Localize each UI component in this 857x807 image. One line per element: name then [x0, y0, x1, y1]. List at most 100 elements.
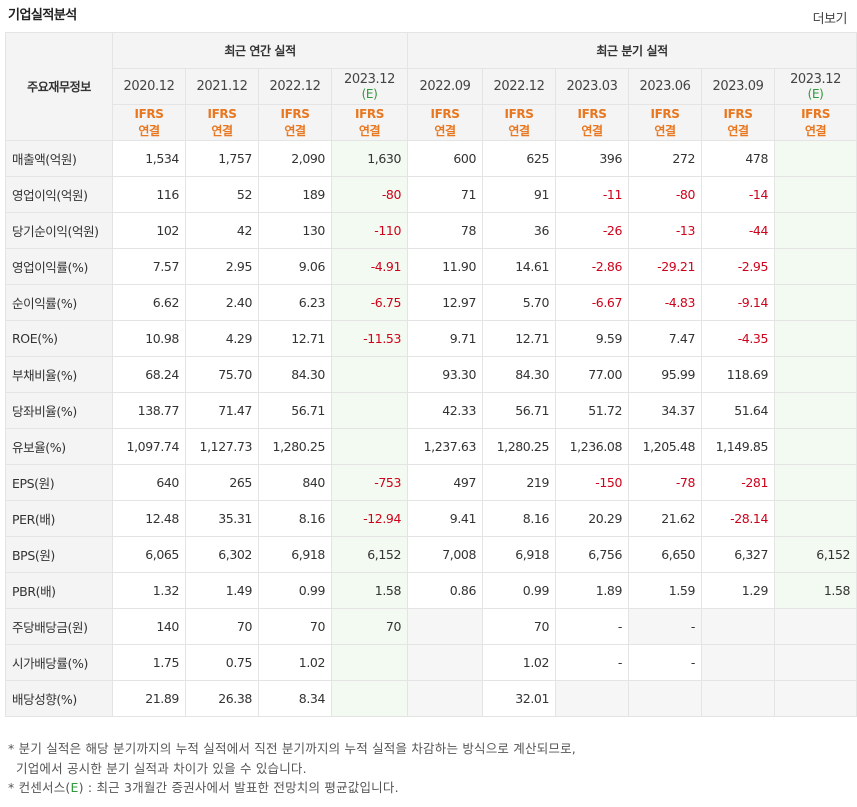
more-link[interactable]: 더보기 — [812, 12, 848, 27]
footnote-1: * 분기 실적은 해당 분기까지의 누적 실적에서 직전 분기까지의 누적 실적… — [8, 741, 576, 756]
table-cell: 1,280.25 — [258, 428, 332, 465]
table-cell: 1,630 — [330, 140, 409, 177]
section-header: 기업실적분석 더보기 — [0, 0, 857, 32]
table-cell — [774, 644, 857, 681]
table-cell: 6,918 — [482, 536, 557, 573]
table-cell: - — [555, 644, 630, 681]
table-cell: 8.16 — [258, 500, 332, 537]
table-cell: -4.35 — [701, 320, 776, 357]
table-cell: 6.62 — [112, 284, 186, 321]
table-cell: 396 — [555, 140, 630, 177]
standard-consolidated: 연결 — [508, 123, 530, 138]
period-label: 2023.06 — [639, 79, 691, 94]
period-header: 2022.12 — [482, 68, 557, 105]
table-cell: 84.30 — [258, 356, 332, 393]
standard-ifrs: IFRS — [577, 106, 607, 121]
footnote-2-mark: E — [70, 780, 79, 795]
table-cell: 1.75 — [112, 644, 186, 681]
table-cell: 56.71 — [482, 392, 557, 429]
row-label: 순이익률(%) — [5, 284, 113, 321]
table-cell — [774, 212, 857, 249]
table-cell — [407, 644, 484, 681]
table-cell: 1.49 — [185, 572, 259, 609]
table-cell: 11.90 — [407, 248, 484, 285]
table-cell — [774, 248, 857, 285]
period-header: 2023.12 (E) — [774, 68, 857, 105]
standard-ifrs: IFRS — [504, 106, 534, 121]
table-cell: 1,236.08 — [555, 428, 630, 465]
standard-consolidated: 연결 — [434, 123, 456, 138]
section-title: 기업실적분석 — [8, 8, 77, 23]
table-cell — [774, 608, 857, 645]
standard-consolidated: 연결 — [727, 123, 749, 138]
standard-ifrs: IFRS — [650, 106, 680, 121]
table-cell — [555, 680, 630, 717]
accounting-standard: IFRS 연결 — [112, 104, 186, 141]
row-label: 영업이익(억원) — [5, 176, 113, 213]
table-cell: 6,302 — [185, 536, 259, 573]
table-row: ROE(%) 10.98 4.29 12.71 -11.53 9.71 12.71 9.59 7… — [5, 320, 857, 357]
table-cell: 20.29 — [555, 500, 630, 537]
table-cell: 0.75 — [185, 644, 259, 681]
table-cell: 2,090 — [258, 140, 332, 177]
row-label: 당기순이익(억원) — [5, 212, 113, 249]
table-cell: -14 — [701, 176, 776, 213]
table-cell: 6,756 — [555, 536, 630, 573]
table-cell: 71 — [407, 176, 484, 213]
accounting-standard: IFRS 연결 — [258, 104, 332, 141]
table-cell: 116 — [112, 176, 186, 213]
table-cell: 265 — [185, 464, 259, 501]
standard-ifrs: IFRS — [355, 106, 384, 121]
table-cell: 12.71 — [258, 320, 332, 357]
table-cell: -28.14 — [701, 500, 776, 537]
period-label: 2022.12 — [269, 79, 321, 94]
financial-table: 주요재무정보 최근 연간 실적 최근 분기 실적 2020.12 2021.12 2… — [5, 32, 857, 717]
table-row: 순이익률(%) 6.62 2.40 6.23 -6.75 12.97 5.70 -6.67 -4… — [5, 284, 857, 321]
table-cell: 70 — [330, 608, 409, 645]
table-cell: 6,327 — [701, 536, 776, 573]
period-header: 2023.12 (E) — [330, 68, 409, 105]
table-cell: 6,065 — [112, 536, 186, 573]
table-cell: -6.75 — [330, 284, 409, 321]
table-cell: -12.94 — [330, 500, 409, 537]
footnote-2-suffix: ) : 최근 3개월간 증권사에서 발표한 전망치의 평균값입니다. — [78, 780, 399, 795]
table-cell — [774, 680, 857, 717]
period-label: 2023.12 — [344, 71, 395, 87]
footnote-2-prefix: * 컨센서스( — [8, 780, 71, 795]
row-label: EPS(원) — [5, 464, 113, 501]
table-cell — [628, 680, 703, 717]
table-cell — [774, 428, 857, 465]
table-row: EPS(원) 640 265 840 -753 497 219 -150 -78 -281 — [5, 464, 857, 501]
row-label: 부채비율(%) — [5, 356, 113, 393]
table-cell: -9.14 — [701, 284, 776, 321]
row-label: BPS(원) — [5, 536, 113, 573]
table-cell: 95.99 — [628, 356, 703, 393]
table-cell: 70 — [185, 608, 259, 645]
table-cell: 34.37 — [628, 392, 703, 429]
table-cell: 1,280.25 — [482, 428, 557, 465]
table-cell — [330, 428, 409, 465]
table-cell — [330, 644, 409, 681]
standard-ifrs: IFRS — [280, 106, 310, 121]
table-cell: 12.48 — [112, 500, 186, 537]
table-cell: 7.47 — [628, 320, 703, 357]
table-cell: 4.29 — [185, 320, 259, 357]
table-row: BPS(원) 6,065 6,302 6,918 6,152 7,008 6,918 6,75… — [5, 536, 857, 573]
row-label: 매출액(억원) — [5, 140, 113, 177]
standard-ifrs: IFRS — [207, 106, 237, 121]
table-cell: 1.89 — [555, 572, 630, 609]
standard-consolidated: 연결 — [654, 123, 676, 138]
standard-ifrs: IFRS — [801, 106, 831, 121]
table-cell: 625 — [482, 140, 557, 177]
table-cell: 497 — [407, 464, 484, 501]
row-label: 주당배당금(원) — [5, 608, 113, 645]
table-cell: 12.97 — [407, 284, 484, 321]
table-cell — [701, 680, 776, 717]
table-cell: 35.31 — [185, 500, 259, 537]
table-cell: 21.89 — [112, 680, 186, 717]
annual-group-header: 최근 연간 실적 — [111, 32, 409, 69]
table-row: 영업이익(억원) 116 52 189 -80 71 91 -11 -80 -14 — [5, 176, 857, 213]
table-cell: 7,008 — [407, 536, 484, 573]
table-row: 당기순이익(억원) 102 42 130 -110 78 36 -26 -13 -44 — [5, 212, 857, 249]
period-header: 2020.12 — [112, 68, 186, 105]
